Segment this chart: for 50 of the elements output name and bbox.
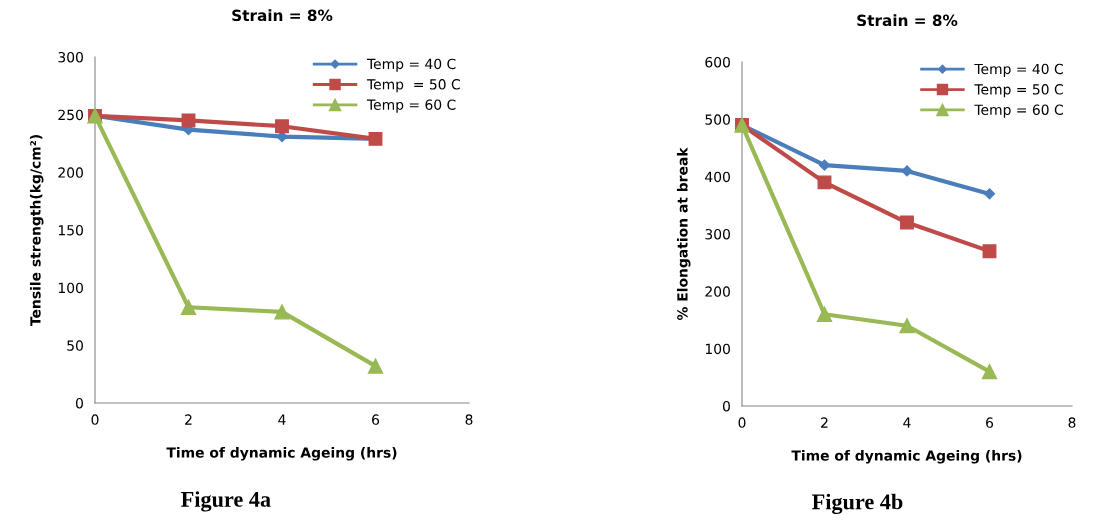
chart-title: Strain = 8% [232, 9, 333, 22]
legend-label: Temp = 40 C [366, 58, 456, 72]
legend-label: Temp = 60 C [974, 104, 1063, 118]
y-tick-label: 100 [58, 282, 83, 294]
y-tick-label: 250 [58, 109, 83, 121]
y-tick-label: 150 [58, 224, 83, 236]
point [817, 175, 832, 190]
point [982, 244, 997, 259]
legend-label: Temp = 50 C [974, 84, 1063, 98]
point [275, 119, 289, 134]
x-tick-label: 0 [91, 414, 99, 425]
x-tick-label: 8 [465, 414, 473, 425]
y-tick-label: 50 [67, 340, 83, 351]
y-tick-label: 0 [75, 397, 83, 409]
y-tick-label: 300 [705, 228, 730, 240]
x-tick-label: 6 [986, 417, 994, 428]
legend-label: Temp = 40 C [974, 63, 1063, 77]
legend-label: Temp = 60 C [366, 99, 456, 113]
chart-title: Strain = 8% [857, 14, 958, 27]
x-axis-title: Time of dynamic Ageing (hrs) [166, 447, 397, 461]
y-axis-title: % Elongation at break [676, 147, 691, 321]
y-tick-label: 200 [58, 167, 83, 178]
y-tick-label: 500 [705, 114, 730, 125]
point [367, 358, 384, 374]
x-tick-label: 4 [903, 417, 911, 428]
x-axis-title: Time of dynamic Ageing (hrs) [791, 450, 1022, 464]
y-tick-label: 0 [722, 400, 730, 412]
x-tick-label: 4 [278, 414, 286, 425]
x-tick-label: 0 [738, 417, 746, 428]
x-tick-label: 6 [372, 414, 380, 425]
caption: Figure 4a [181, 491, 271, 512]
point [899, 318, 915, 334]
x-tick-label: 8 [1068, 417, 1076, 428]
legend-label: Temp = 50 C [366, 79, 460, 93]
y-tick-label: 300 [58, 51, 83, 63]
y-axis-title: Tensile strength(kg/cm²) [29, 135, 44, 327]
caption: Figure 4b [812, 493, 903, 515]
point [983, 188, 996, 200]
y-tick-label: 600 [705, 56, 730, 68]
point [274, 304, 290, 320]
point [181, 113, 196, 128]
x-tick-label: 2 [185, 414, 192, 425]
point [816, 306, 833, 322]
y-tick-label: 100 [705, 343, 730, 355]
point [900, 215, 914, 230]
point [981, 363, 998, 380]
y-tick-label: 200 [705, 286, 730, 297]
x-tick-label: 2 [821, 417, 828, 428]
point [180, 299, 197, 315]
y-tick-label: 400 [705, 171, 730, 183]
